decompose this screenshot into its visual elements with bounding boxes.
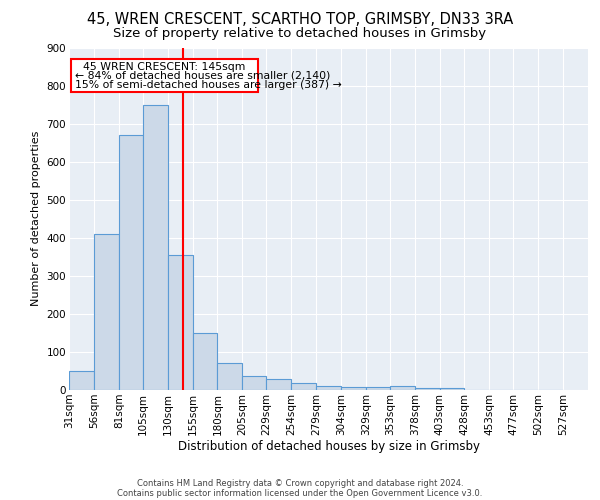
Bar (266, 378, 291, 390)
Bar (316, 386, 341, 390)
Text: ← 84% of detached houses are smaller (2,140): ← 84% of detached houses are smaller (2,… (75, 70, 331, 81)
Bar (440, 388, 464, 390)
Bar (193, 333, 217, 390)
Bar (390, 386, 415, 390)
Text: Size of property relative to detached houses in Grimsby: Size of property relative to detached ho… (113, 28, 487, 40)
Bar (366, 387, 390, 390)
Bar (94, 234, 119, 390)
Text: 15% of semi-detached houses are larger (387) →: 15% of semi-detached houses are larger (… (75, 80, 342, 90)
Bar (143, 104, 167, 390)
Text: 45, WREN CRESCENT, SCARTHO TOP, GRIMSBY, DN33 3RA: 45, WREN CRESCENT, SCARTHO TOP, GRIMSBY,… (87, 12, 513, 28)
Y-axis label: Number of detached properties: Number of detached properties (31, 131, 41, 306)
Bar (242, 376, 266, 390)
Bar (167, 255, 193, 390)
FancyBboxPatch shape (71, 58, 258, 92)
Text: Contains HM Land Registry data © Crown copyright and database right 2024.: Contains HM Land Registry data © Crown c… (137, 478, 463, 488)
Bar (69, 371, 94, 390)
Bar (291, 383, 316, 390)
Text: Contains public sector information licensed under the Open Government Licence v3: Contains public sector information licen… (118, 488, 482, 498)
Bar (415, 388, 440, 390)
Bar (341, 387, 366, 390)
Text: 45 WREN CRESCENT: 145sqm: 45 WREN CRESCENT: 145sqm (83, 62, 246, 72)
Bar (217, 362, 242, 390)
Bar (119, 135, 143, 390)
X-axis label: Distribution of detached houses by size in Grimsby: Distribution of detached houses by size … (178, 440, 479, 454)
